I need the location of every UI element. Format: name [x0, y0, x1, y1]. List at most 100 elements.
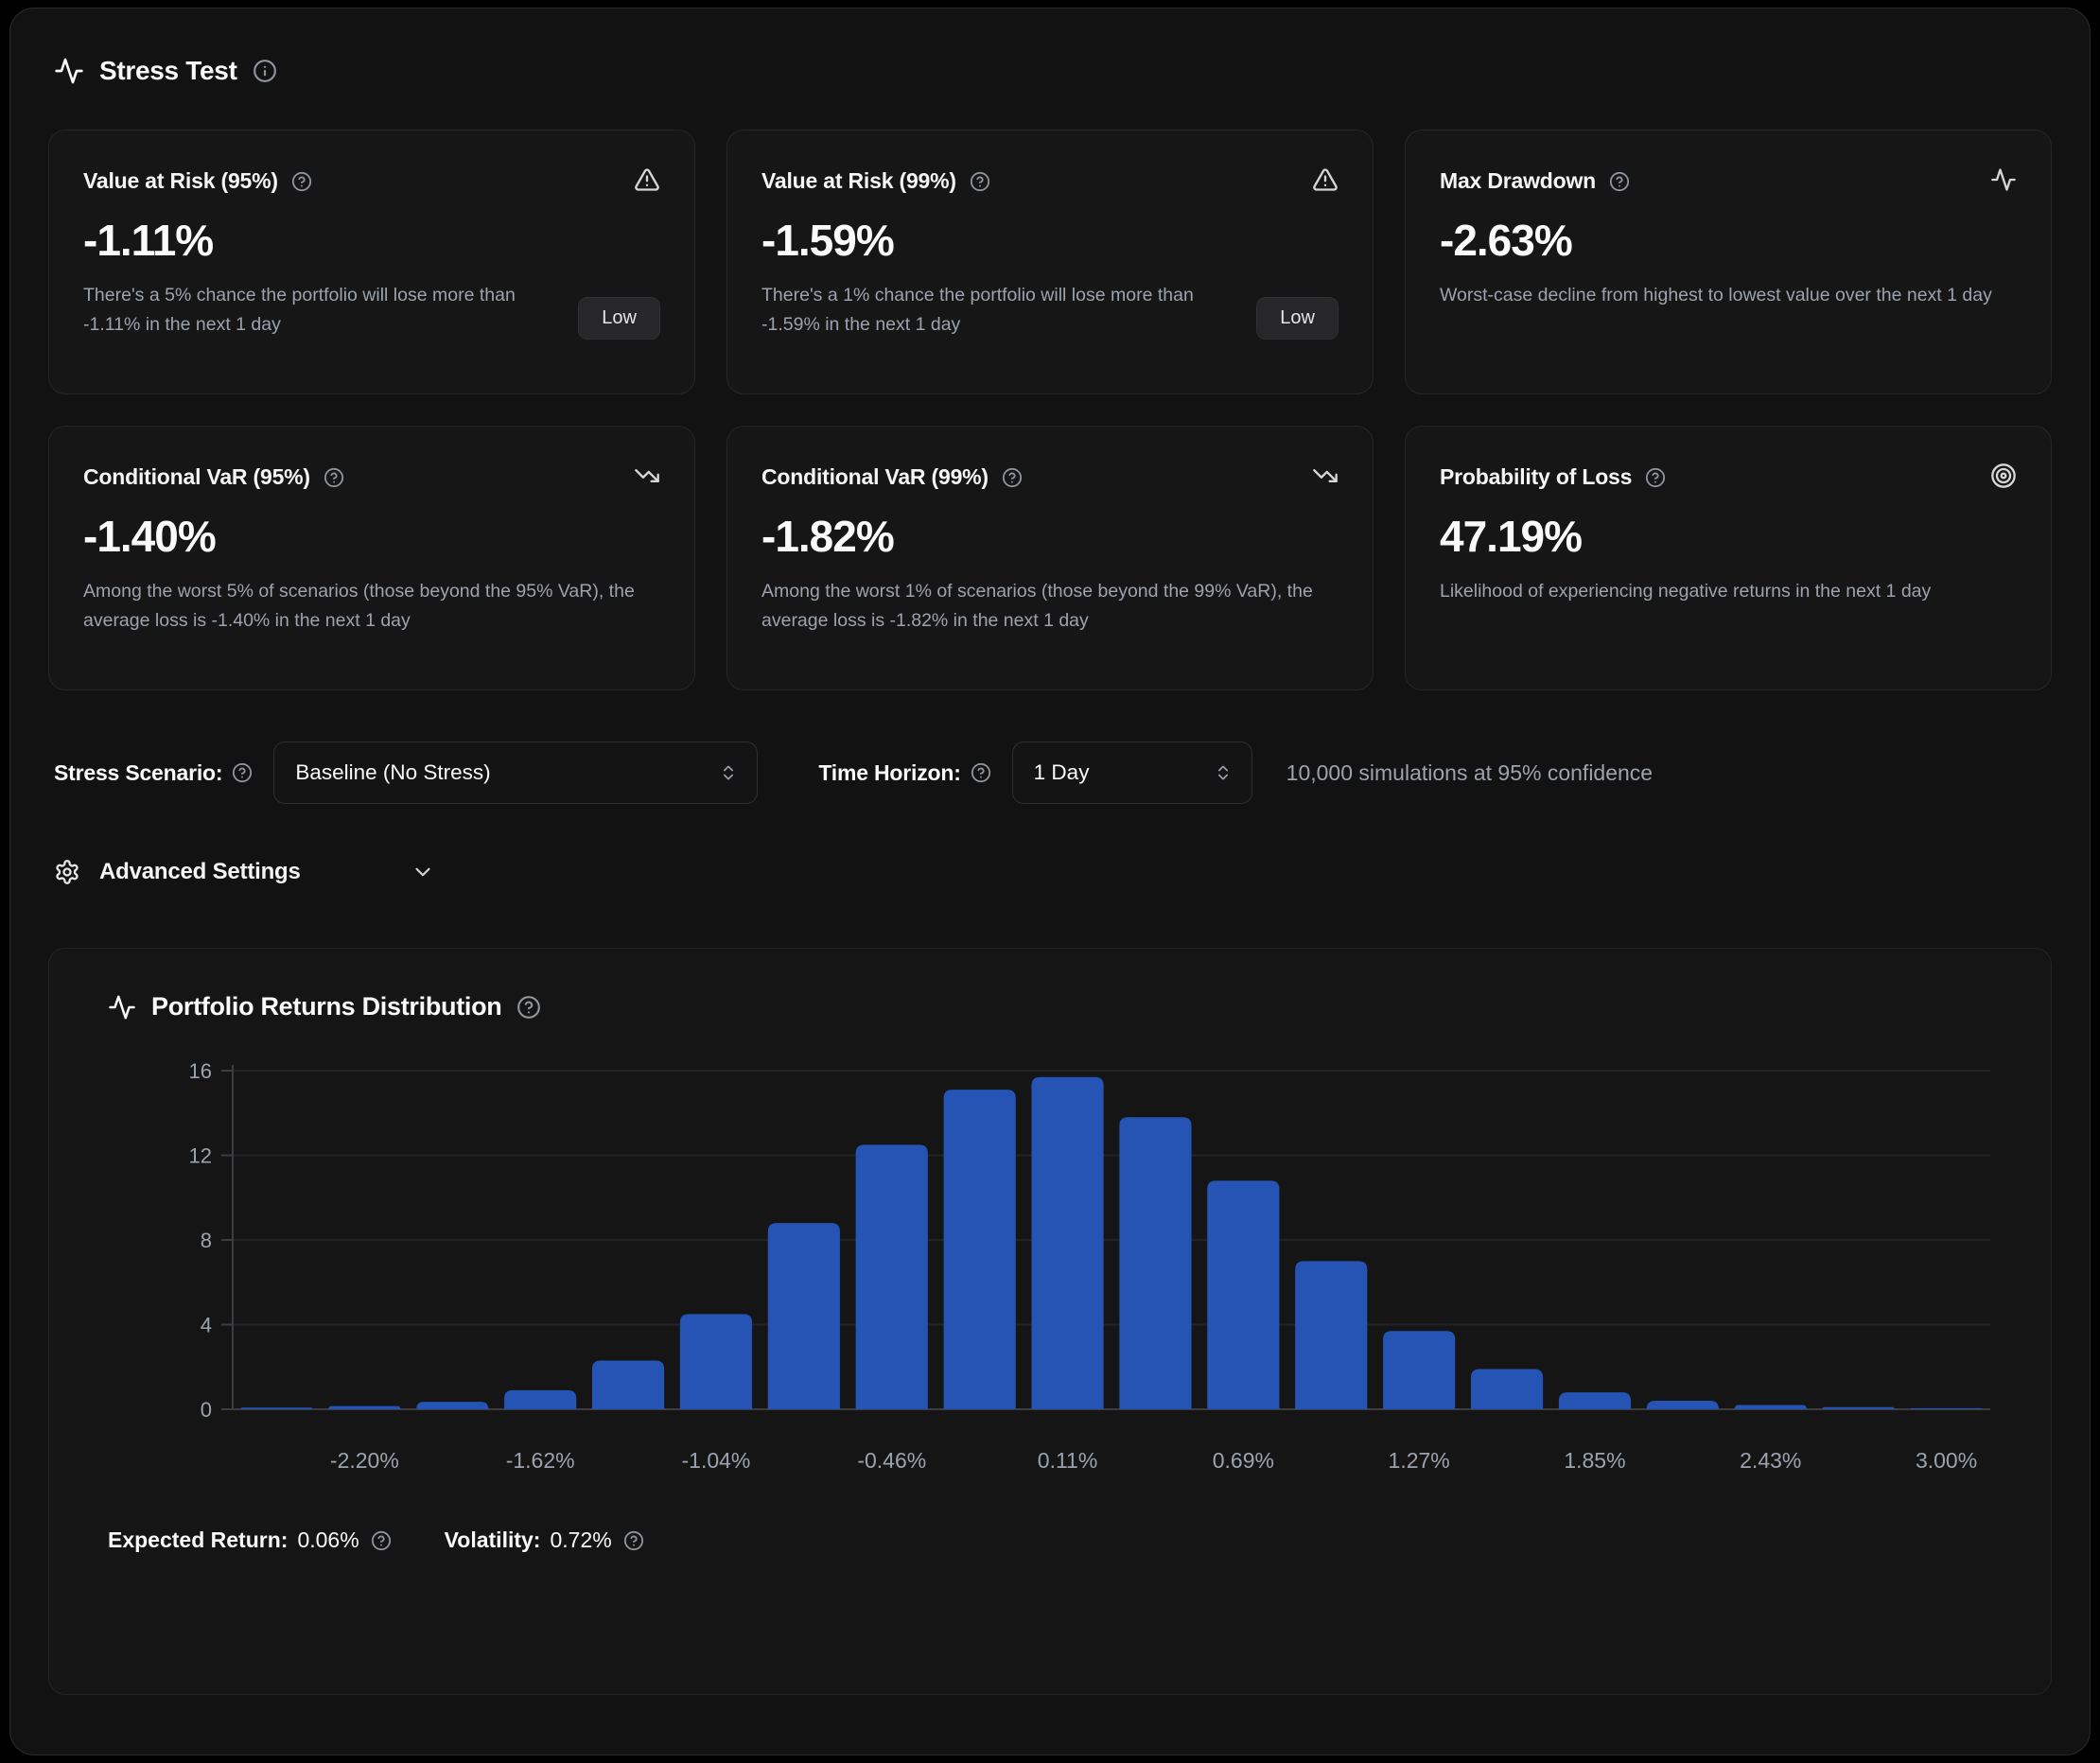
y-tick-label: 0	[201, 1398, 212, 1422]
stress-test-panel: Stress Test Value at Risk (95%) -1.11% T…	[9, 8, 2091, 1755]
x-tick-label: 2.43%	[1740, 1448, 1801, 1473]
card-probability-of-loss: Probability of Loss 47.19% Likelihood of…	[1405, 426, 2052, 690]
histogram-bar	[1031, 1076, 1104, 1409]
volatility-label: Volatility:	[444, 1527, 541, 1552]
histogram-bar	[504, 1389, 577, 1409]
target-icon	[1990, 463, 2017, 489]
alert-triangle-icon	[634, 166, 660, 193]
card-var-95: Value at Risk (95%) -1.11% There's a 5% …	[48, 130, 695, 394]
chart-title: Portfolio Returns Distribution	[151, 992, 502, 1021]
histogram-bar	[1910, 1407, 1983, 1409]
y-tick-label: 12	[189, 1144, 212, 1168]
trending-down-icon	[634, 463, 660, 489]
histogram-bar	[1734, 1405, 1807, 1409]
activity-icon	[54, 56, 84, 86]
time-horizon-value: 1 Day	[1033, 760, 1090, 784]
histogram-bar	[1646, 1401, 1719, 1409]
time-horizon-label: Time Horizon:	[818, 759, 961, 785]
x-tick-label: 1.85%	[1564, 1448, 1625, 1473]
card-cvar-95: Conditional VaR (95%) -1.40% Among the w…	[48, 426, 695, 690]
histogram-bar	[1558, 1392, 1632, 1409]
card-description: Likelihood of experiencing negative retu…	[1440, 581, 1932, 602]
card-cvar-99: Conditional VaR (99%) -1.82% Among the w…	[726, 426, 1374, 690]
card-var-99: Value at Risk (99%) -1.59% There's a 1% …	[726, 130, 1374, 394]
x-tick-label: 1.27%	[1389, 1448, 1450, 1473]
card-description: There's a 5% chance the portfolio will l…	[83, 285, 516, 336]
x-tick-label: -0.46%	[857, 1448, 926, 1473]
y-tick-label: 8	[201, 1229, 212, 1252]
histogram-bar	[943, 1090, 1016, 1409]
card-value: -1.82%	[761, 512, 895, 561]
activity-icon	[1990, 166, 2017, 193]
stress-scenario-select[interactable]: Baseline (No Stress)	[273, 742, 759, 804]
alert-triangle-icon	[1312, 166, 1339, 193]
y-tick-label: 16	[189, 1059, 212, 1083]
help-icon[interactable]	[516, 995, 541, 1020]
help-icon[interactable]	[1002, 467, 1023, 488]
help-icon[interactable]	[623, 1530, 644, 1551]
volatility-value: 0.72%	[550, 1527, 612, 1552]
returns-distribution-panel: Portfolio Returns Distribution 0 4 8 12 16 -2…	[48, 948, 2052, 1695]
card-description: There's a 1% chance the portfolio will l…	[761, 285, 1194, 336]
x-tick-label: 3.00%	[1916, 1448, 1977, 1473]
chart-footer: Expected Return: 0.06% Volatility: 0.72%	[95, 1527, 1996, 1553]
controls-row: Stress Scenario: Baseline (No Stress) Ti…	[48, 742, 2052, 804]
advanced-settings-toggle[interactable]: Advanced Settings	[48, 859, 2052, 885]
card-title: Value at Risk (99%)	[761, 168, 956, 193]
histogram-bar	[240, 1407, 313, 1409]
expected-return-label: Expected Return:	[108, 1527, 289, 1552]
risk-level-badge: Low	[1256, 297, 1339, 340]
card-value: 47.19%	[1440, 512, 1583, 561]
histogram-bar	[328, 1405, 401, 1409]
chart-area: 0 4 8 12 16 -2.20% -1.62% -1.04% -0.46% 0.11% 0.69…	[95, 1056, 1996, 1522]
card-max-drawdown: Max Drawdown -2.63% Worst-case decline f…	[1405, 130, 2052, 394]
histogram-bar	[591, 1360, 665, 1409]
help-icon[interactable]	[1645, 467, 1666, 488]
risk-level-badge: Low	[578, 297, 660, 340]
histogram-bar	[767, 1223, 840, 1409]
histogram-bar	[855, 1144, 928, 1409]
card-title: Conditional VaR (95%)	[83, 464, 310, 489]
histogram-bar	[1822, 1406, 1895, 1409]
help-icon[interactable]	[1609, 171, 1630, 192]
chevron-down-icon[interactable]	[411, 860, 435, 884]
chevrons-up-down-icon	[719, 763, 738, 782]
trending-down-icon	[1312, 463, 1339, 489]
card-value: -1.59%	[761, 216, 895, 265]
info-icon[interactable]	[253, 59, 277, 83]
histogram-bar	[679, 1314, 753, 1409]
card-description: Worst-case decline from highest to lowes…	[1440, 285, 1992, 305]
x-tick-label: -1.04%	[682, 1448, 751, 1473]
advanced-settings-label: Advanced Settings	[99, 859, 301, 884]
help-icon[interactable]	[970, 171, 990, 192]
card-title: Max Drawdown	[1440, 168, 1597, 193]
help-icon[interactable]	[324, 467, 344, 488]
help-icon[interactable]	[291, 171, 312, 192]
card-value: -2.63%	[1440, 216, 1573, 265]
x-tick-label: 0.69%	[1213, 1448, 1274, 1473]
histogram-bar	[416, 1402, 489, 1409]
histogram-bar	[1119, 1117, 1192, 1409]
help-icon[interactable]	[371, 1530, 392, 1551]
page-title: Stress Test	[99, 56, 237, 85]
expected-return-value: 0.06%	[297, 1527, 359, 1552]
page-header: Stress Test	[48, 56, 2052, 86]
card-description: Among the worst 1% of scenarios (those b…	[761, 581, 1313, 632]
card-title: Conditional VaR (99%)	[761, 464, 989, 489]
card-value: -1.11%	[83, 216, 214, 265]
x-tick-label: 0.11%	[1038, 1448, 1098, 1473]
help-icon[interactable]	[971, 762, 991, 783]
card-title: Probability of Loss	[1440, 464, 1633, 489]
time-horizon-select[interactable]: 1 Day	[1011, 742, 1252, 804]
histogram-bar	[1295, 1261, 1368, 1409]
chart-header: Portfolio Returns Distribution	[95, 992, 1996, 1021]
stress-scenario-value: Baseline (No Stress)	[295, 760, 491, 784]
help-icon[interactable]	[232, 762, 253, 783]
x-tick-label: -2.20%	[330, 1448, 399, 1473]
histogram-bar	[1383, 1331, 1456, 1409]
y-tick-label: 4	[201, 1314, 212, 1337]
stress-scenario-label: Stress Scenario:	[54, 759, 223, 785]
card-title: Value at Risk (95%)	[83, 168, 278, 193]
histogram-bar	[1207, 1180, 1280, 1409]
chevrons-up-down-icon	[1214, 763, 1233, 782]
